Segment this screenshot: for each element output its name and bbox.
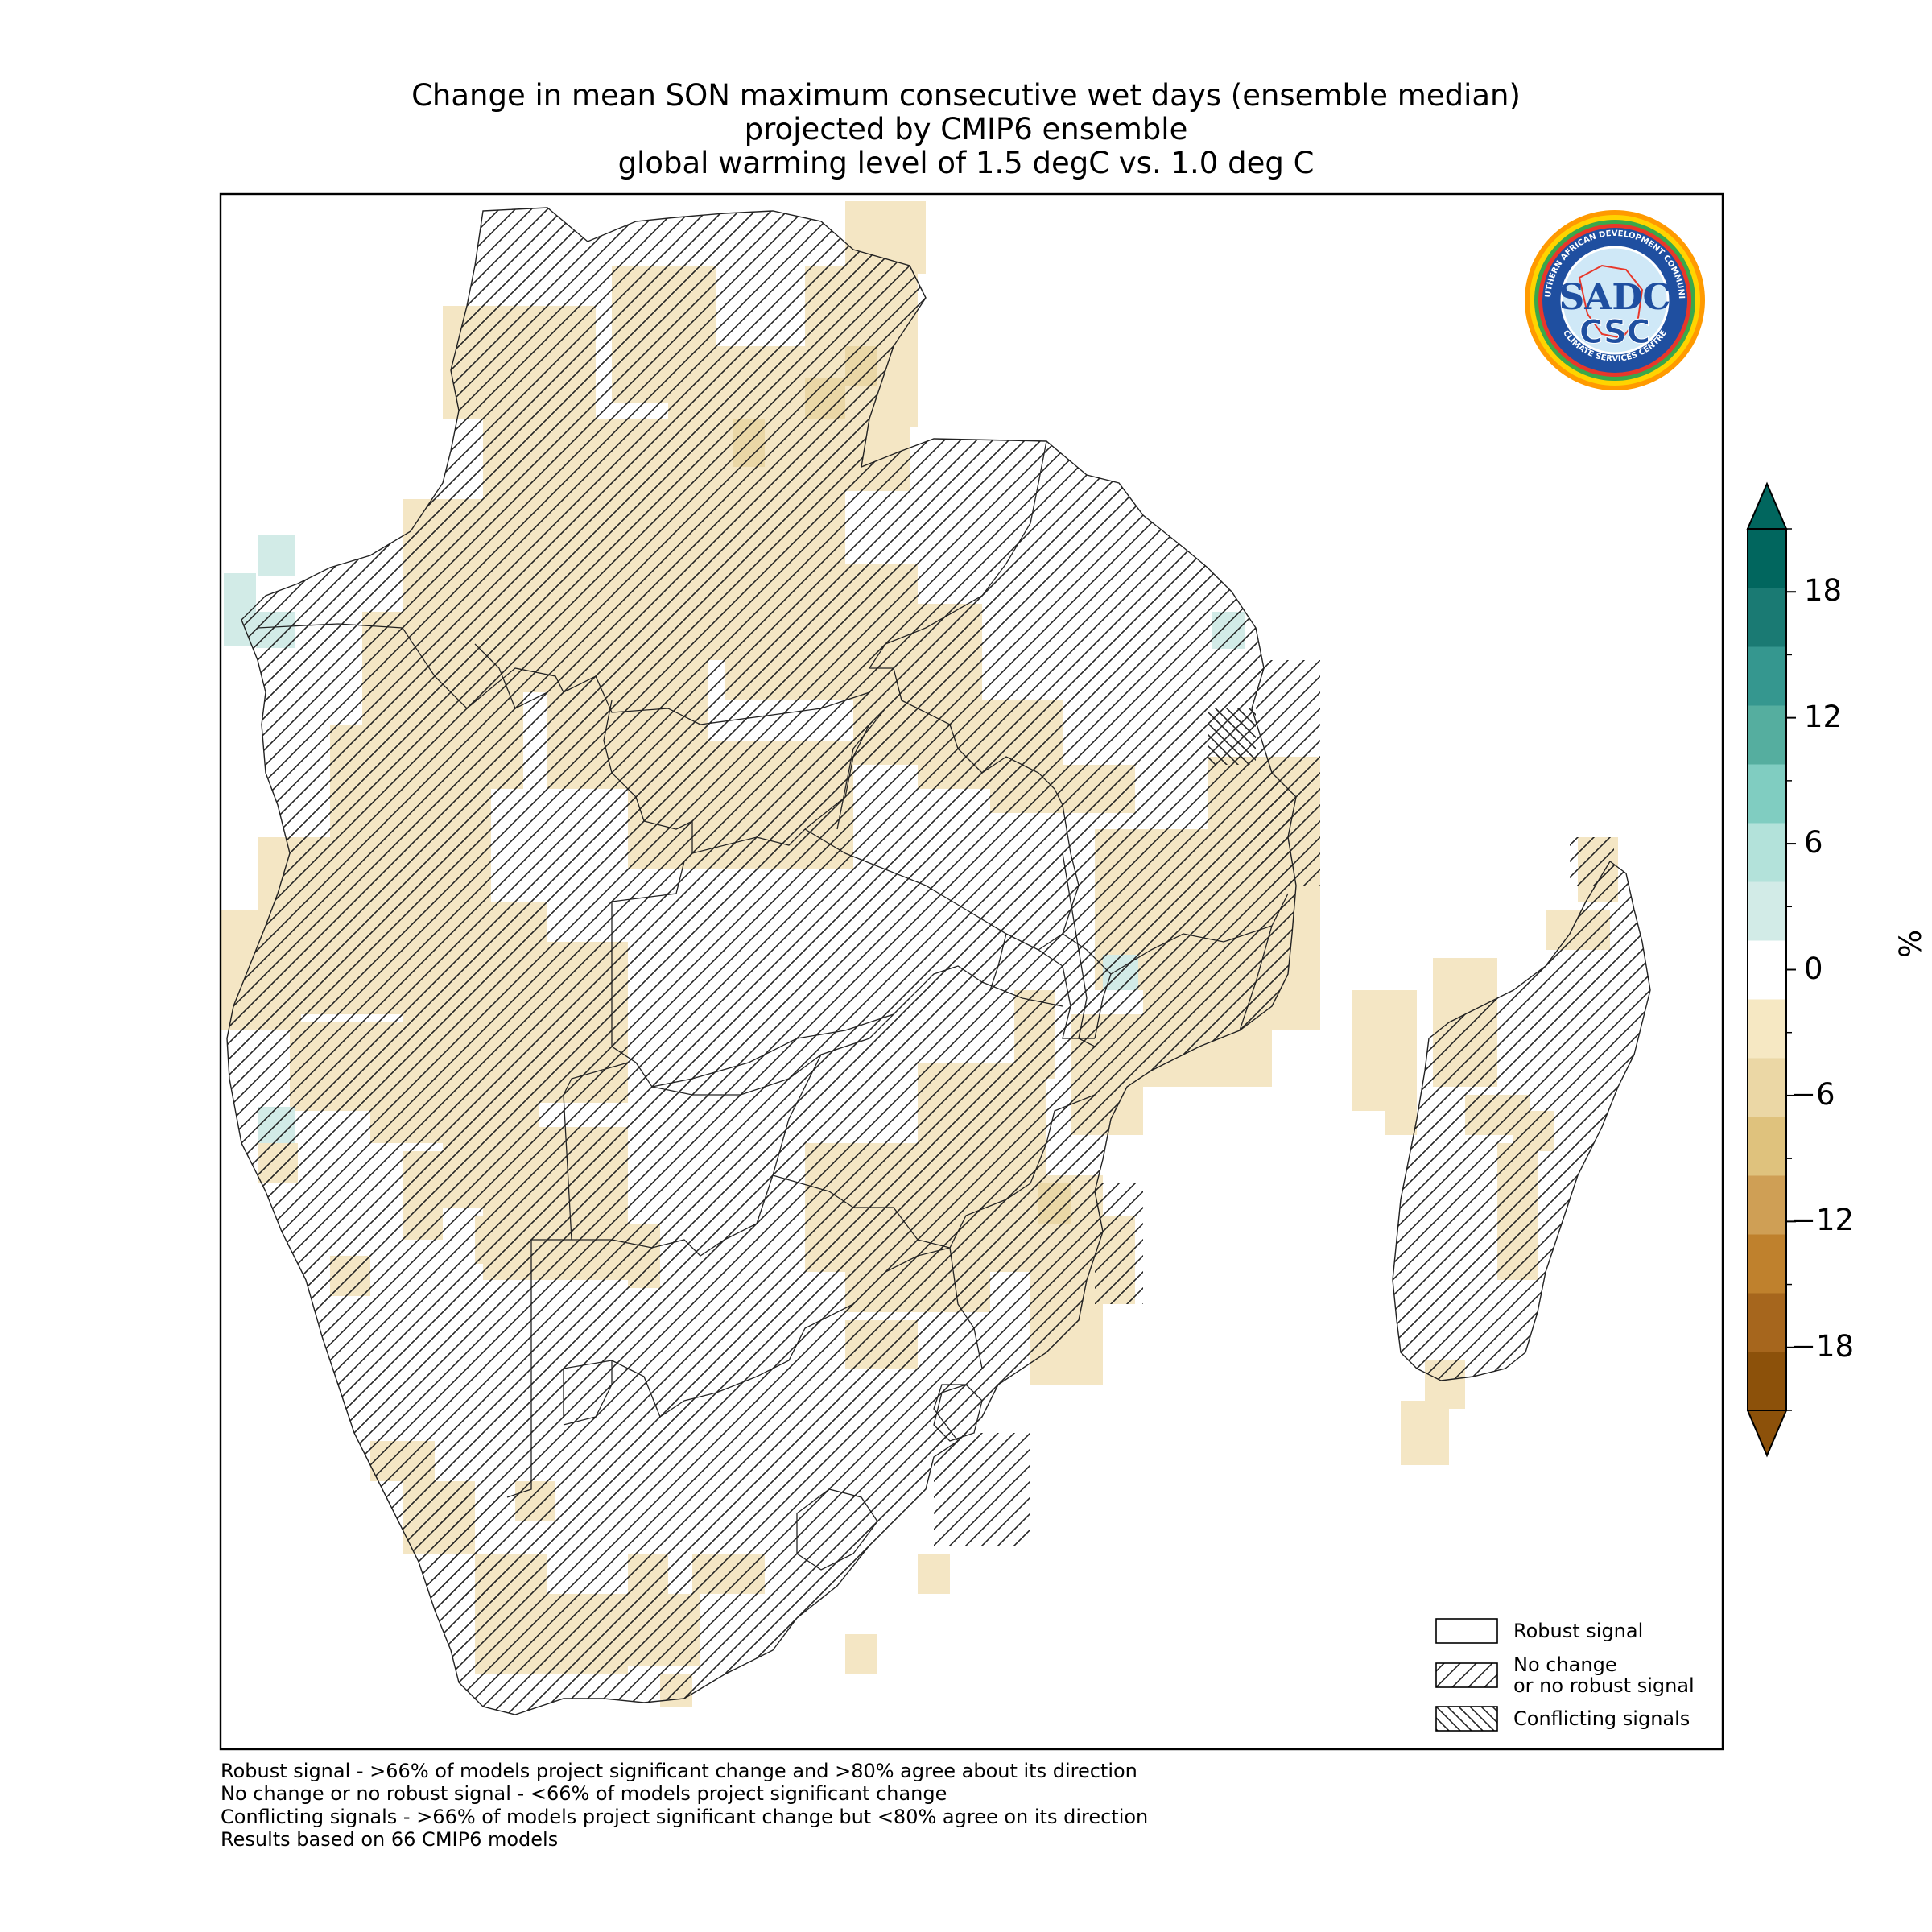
colorbar <box>1746 481 1796 1458</box>
legend-nochange-swatch <box>1435 1662 1498 1688</box>
footnote-models: Results based on 66 CMIP6 models <box>221 1828 559 1851</box>
ocean-hatch-patches <box>435 660 1320 1602</box>
colorbar-tick-label: −6 <box>1791 1076 1835 1112</box>
map-title-line-3: global warming level of 1.5 degC vs. 1.0… <box>617 146 1315 180</box>
colorbar-segment <box>1748 823 1786 882</box>
colorbar-segment <box>1748 529 1786 588</box>
colorbar-tick-label: 0 <box>1804 951 1823 986</box>
footnote-conflicting: Conflicting signals - >66% of models pro… <box>221 1806 1149 1828</box>
map-title-line-2: projected by CMIP6 ensemble <box>744 112 1188 147</box>
map-title-line-1: Change in mean SON maximum consecutive w… <box>411 78 1521 113</box>
madagascar-outline <box>1392 860 1651 1381</box>
legend-robust-swatch <box>1435 1618 1498 1644</box>
footnote-nochange: No change or no robust signal - <66% of … <box>221 1782 947 1805</box>
footnote-robust: Robust signal - >66% of models project s… <box>221 1760 1137 1782</box>
logo-abbr: CSC <box>1579 314 1650 351</box>
colorbar-segment <box>1748 881 1786 941</box>
colorbar-segment <box>1748 1293 1786 1352</box>
colorbar-tick-label: −12 <box>1791 1203 1855 1238</box>
colorbar-extend-min <box>1746 1410 1788 1458</box>
colorbar-segment <box>1748 940 1786 1000</box>
africa-mainland-outline <box>226 207 1297 1715</box>
colorbar-tick-label: 12 <box>1804 699 1843 734</box>
country-borders <box>257 440 1289 1571</box>
colorbar-tick-label: −18 <box>1791 1328 1855 1364</box>
colorbar-segment <box>1748 999 1786 1059</box>
colorbar-segment <box>1748 1058 1786 1117</box>
hatch-legend <box>1435 1618 1498 1732</box>
colorbar-segment <box>1748 764 1786 824</box>
colorbar-segment <box>1748 1234 1786 1294</box>
colorbar-segment <box>1748 1175 1786 1235</box>
legend-nochange-label: No change or no robust signal <box>1513 1653 1695 1697</box>
colorbar-extend-max <box>1746 481 1788 530</box>
colorbar-tick-label: 6 <box>1804 825 1823 861</box>
colorbar-segment <box>1748 646 1786 706</box>
colorbar-units-label: % <box>1893 929 1928 958</box>
legend-conflicting-swatch <box>1435 1706 1498 1732</box>
legend-conflicting-label: Conflicting signals <box>1513 1707 1690 1730</box>
colorbar-tick-label: 18 <box>1804 573 1843 609</box>
colorbar-segment <box>1748 1352 1786 1411</box>
legend-robust-label: Robust signal <box>1513 1620 1644 1642</box>
colorbar-segment <box>1748 588 1786 647</box>
colorbar-segment <box>1748 705 1786 765</box>
logo-mark: SADC <box>1558 277 1670 318</box>
colorbar-segment <box>1748 1117 1786 1176</box>
